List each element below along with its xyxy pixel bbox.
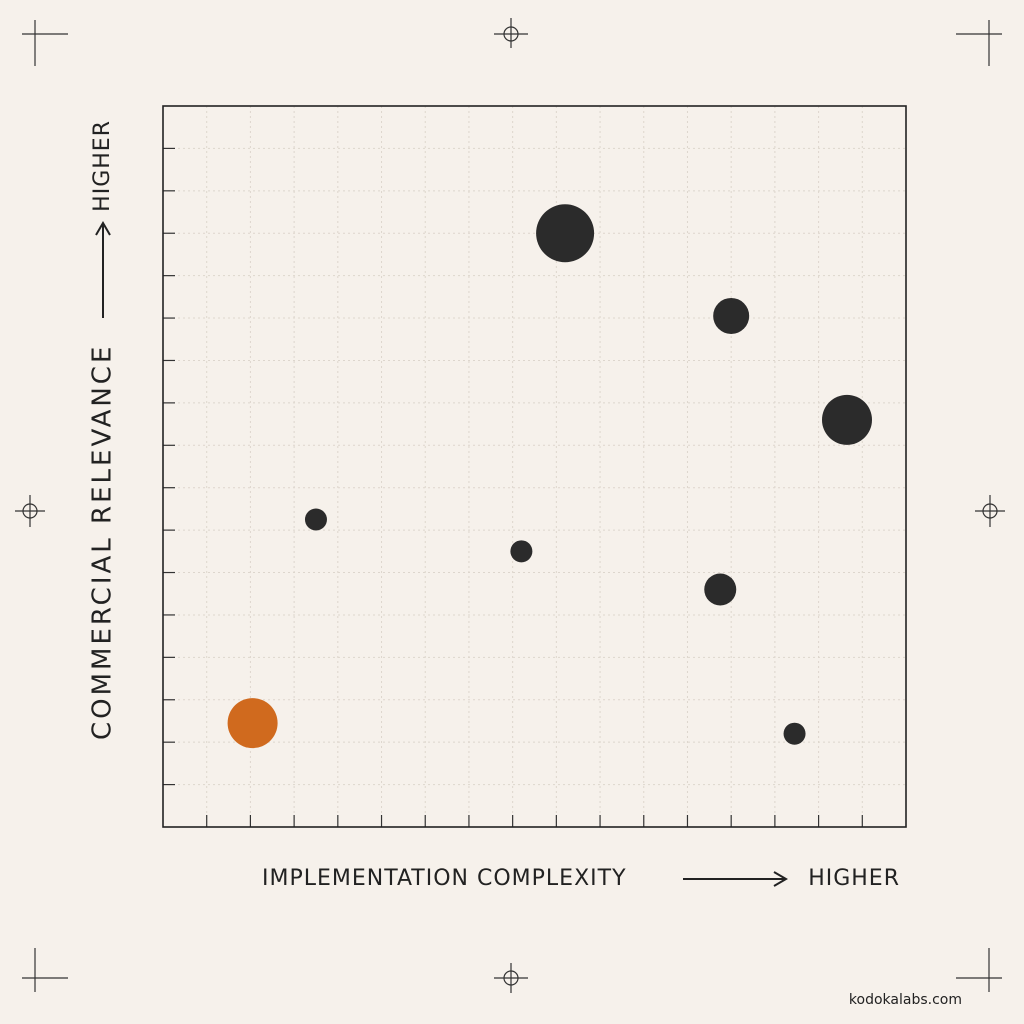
grid bbox=[163, 106, 906, 827]
bubble bbox=[536, 204, 595, 263]
bubble bbox=[510, 540, 533, 563]
marks bbox=[227, 204, 872, 749]
bubble bbox=[713, 297, 750, 334]
x-axis-label: IMPLEMENTATION COMPLEXITY bbox=[262, 866, 627, 891]
bubble bbox=[821, 394, 872, 445]
bubble bbox=[304, 508, 327, 531]
bubble bbox=[783, 722, 806, 745]
bubble bbox=[227, 698, 278, 749]
y-arrow bbox=[95, 221, 111, 318]
footer: kodokalabs.com bbox=[849, 992, 962, 1008]
plot-frame bbox=[162, 105, 907, 828]
bubble bbox=[704, 573, 737, 606]
x-arrow bbox=[683, 871, 788, 887]
y-axis-label: COMMERCIAL RELEVANCE bbox=[88, 344, 118, 740]
y-direction-label: HIGHER bbox=[90, 120, 115, 212]
x-direction-label: HIGHER bbox=[808, 866, 900, 891]
registration-marks bbox=[15, 18, 1005, 993]
